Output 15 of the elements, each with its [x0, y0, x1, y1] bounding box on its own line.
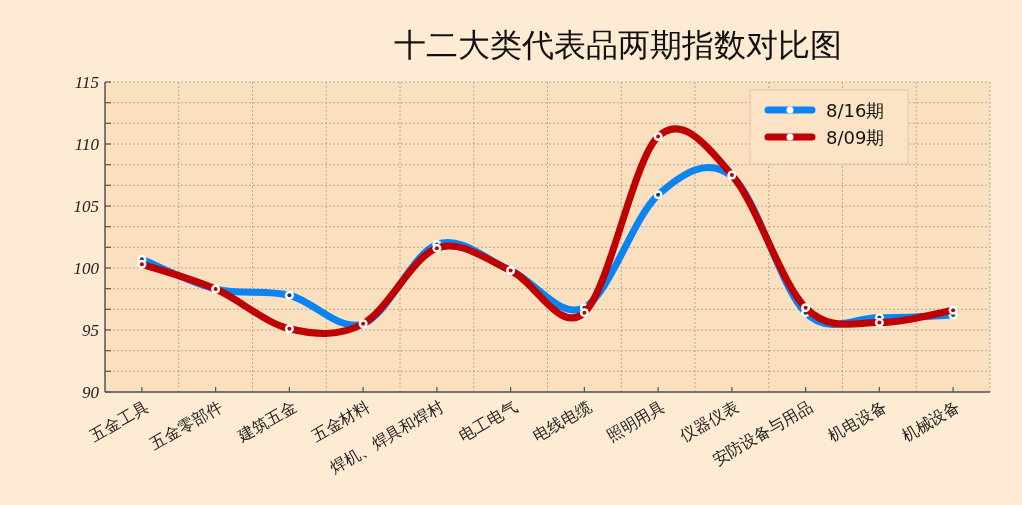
y-tick-label: 105	[73, 197, 99, 216]
legend-label: 8/09期	[826, 127, 885, 148]
y-tick-label: 110	[74, 135, 100, 154]
y-tick-label: 115	[74, 73, 99, 92]
x-tick-label: 电工电气	[455, 397, 521, 446]
y-tick-label: 100	[73, 259, 100, 278]
x-tick-label: 照明用具	[603, 397, 669, 446]
chart-title: 十二大类代表品两期指数对比图	[394, 26, 842, 64]
x-tick-label: 机电设备	[824, 397, 890, 446]
x-tick-label: 电线电缆	[529, 397, 595, 446]
x-tick-label: 建筑五金	[233, 397, 300, 446]
y-tick-label: 90	[82, 383, 100, 402]
legend-label: 8/16期	[826, 100, 885, 121]
y-tick-label: 95	[82, 321, 99, 340]
x-tick-label: 机械设备	[898, 397, 964, 446]
